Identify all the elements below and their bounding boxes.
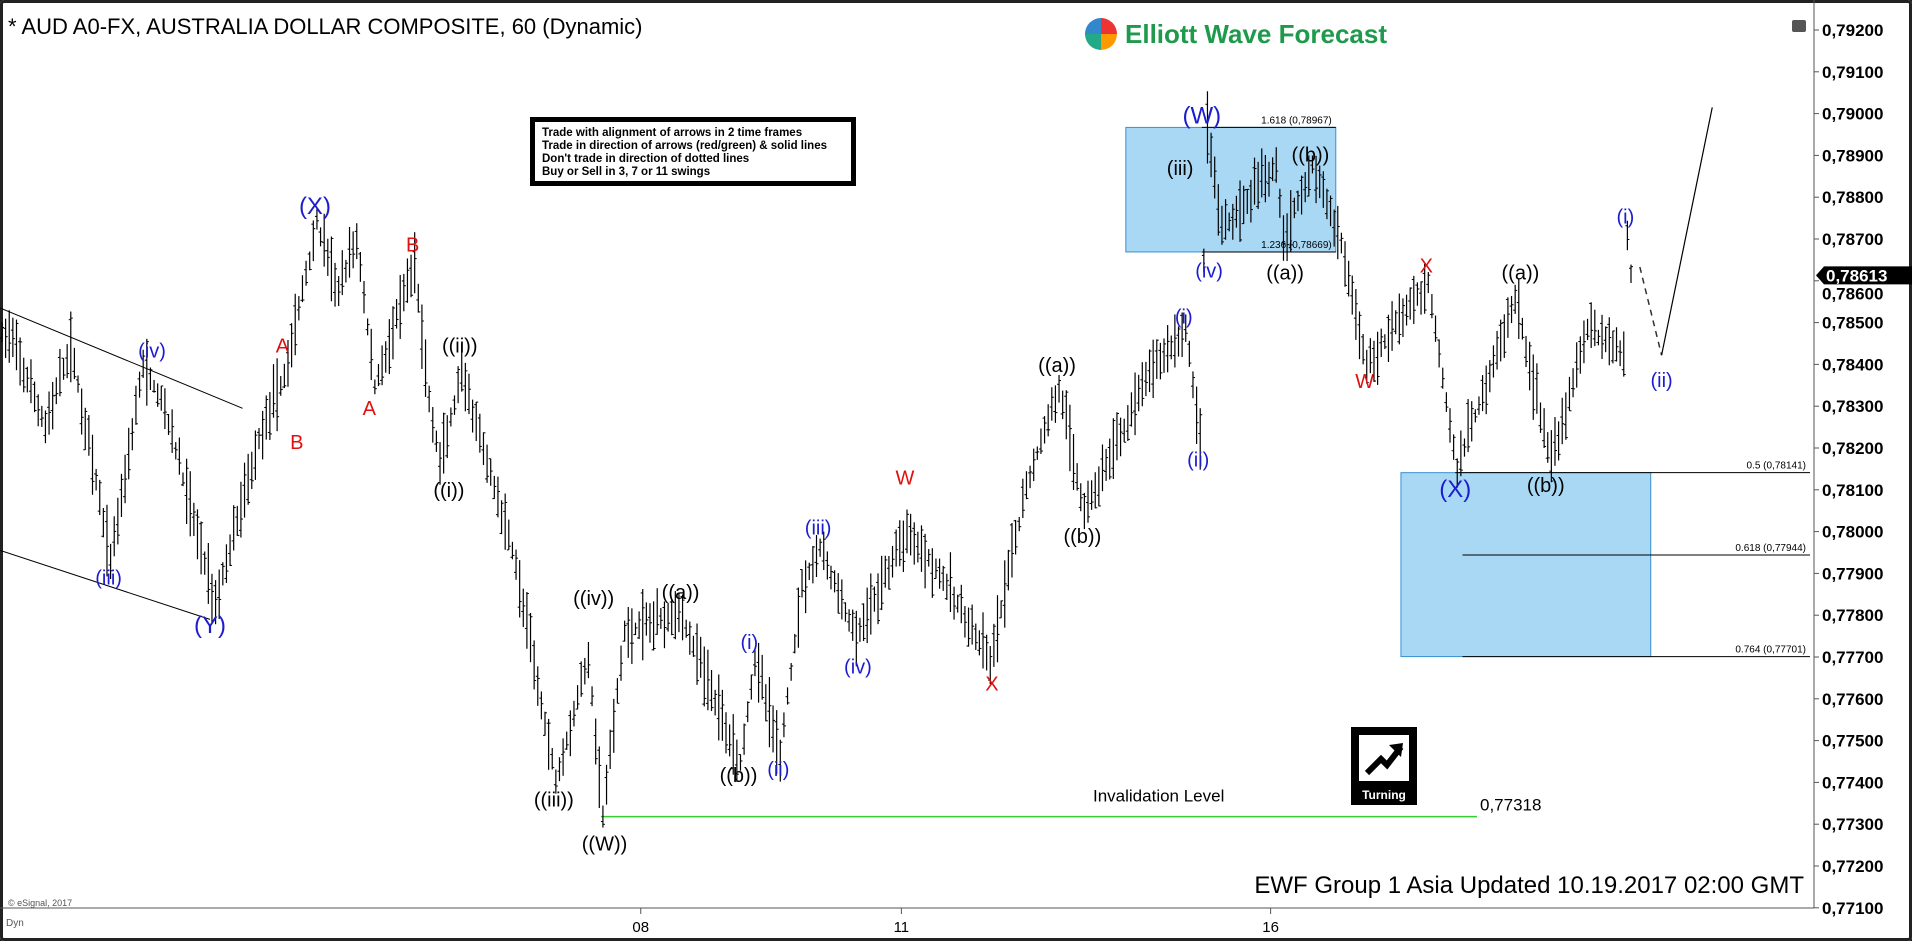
wave-label: ((a)) (1502, 262, 1540, 284)
turning-icon: Turning (1351, 727, 1417, 805)
wave-label: (i) (1616, 206, 1634, 228)
time-tick-label: 16 (1262, 919, 1279, 936)
turning-label: Turning (1362, 788, 1406, 802)
turning-arrow-icon (1359, 735, 1409, 781)
wave-label: ((b)) (1292, 145, 1330, 167)
price-tick-label: 0,77600 (1822, 690, 1883, 709)
wave-label: B (290, 432, 303, 454)
wave-label: W (1355, 371, 1374, 393)
fib-label: 1.236 (0,78669) (1261, 240, 1332, 251)
fib-label: 1.618 (0,78967) (1261, 115, 1332, 126)
price-tick-label: 0,77900 (1822, 564, 1883, 583)
price-tick-label: 0,78800 (1822, 188, 1883, 207)
price-tick-label: 0,78600 (1822, 284, 1883, 303)
wave-label: (X) (299, 193, 331, 220)
time-tick-label: 08 (632, 919, 649, 936)
wave-label: (ii) (1650, 370, 1672, 392)
trading-rules-box: Trade with alignment of arrows in 2 time… (530, 117, 856, 186)
price-tick-label: 0,78900 (1822, 146, 1883, 165)
wedge-trendline (0, 307, 243, 409)
wave-label: ((b)) (1527, 475, 1565, 497)
fib-label: 0.5 (0,78141) (1747, 461, 1807, 472)
price-tick-label: 0,78300 (1822, 397, 1883, 416)
price-tick-label: 0,78700 (1822, 230, 1883, 249)
projection-dashed-line (1639, 266, 1663, 356)
wave-label: ((iv)) (573, 588, 614, 610)
fib-label: 0.618 (0,77944) (1735, 543, 1806, 554)
invalidation-value: 0,77318 (1480, 796, 1541, 815)
wedge-trendline (0, 549, 211, 620)
time-tick-label: 11 (894, 919, 910, 936)
chart-title: * AUD A0-FX, AUSTRALIA DOLLAR COMPOSITE,… (8, 14, 643, 39)
price-tick-label: 0,77800 (1822, 606, 1883, 625)
wave-label: (ii) (767, 759, 789, 781)
restore-window-icon[interactable] (1792, 20, 1806, 32)
rule-line: Don't trade in direction of dotted lines (542, 153, 750, 165)
logo: Elliott Wave Forecast (1085, 18, 1387, 50)
wave-label: ((iii)) (534, 790, 574, 812)
price-tick-label: 0,79200 (1822, 21, 1883, 40)
wave-label: A (276, 336, 290, 358)
wave-label: (iii) (1167, 158, 1194, 180)
wave-label: ((b)) (1063, 526, 1101, 548)
wave-label: ((W)) (582, 833, 628, 855)
last-price-marker (1816, 266, 1912, 285)
wave-label: ((b)) (720, 765, 758, 787)
last-price-label: 0,78613 (1826, 266, 1887, 285)
price-tick-label: 0,79000 (1822, 105, 1883, 124)
wave-label: W (896, 468, 915, 490)
price-tick-label: 0,77500 (1822, 732, 1883, 751)
price-tick-label: 0,78400 (1822, 355, 1883, 374)
price-tick-label: 0,78000 (1822, 523, 1883, 542)
wave-label: (iii) (805, 517, 832, 539)
rule-line: Trade in direction of arrows (red/green)… (542, 140, 828, 152)
price-tick-label: 0,77700 (1822, 648, 1883, 667)
wave-label: ((a)) (1038, 355, 1076, 377)
wave-label: B (406, 234, 419, 256)
price-tick-label: 0,77200 (1822, 857, 1883, 876)
price-tick-label: 0,77400 (1822, 773, 1883, 792)
wave-label: A (363, 398, 377, 420)
wave-label: (iv) (844, 657, 872, 679)
logo-text: Elliott Wave Forecast (1125, 18, 1387, 49)
wave-label: (W) (1183, 103, 1222, 130)
wave-label: (Y) (194, 612, 226, 639)
fib-label: 0.764 (0,77701) (1735, 645, 1806, 656)
wave-label: X (985, 673, 998, 695)
wave-label: ((a)) (1266, 262, 1304, 284)
invalidation-label: Invalidation Level (1093, 787, 1224, 806)
wave-label: (ii) (1187, 449, 1209, 471)
wave-label: (i) (1175, 306, 1193, 328)
price-tick-label: 0,78500 (1822, 314, 1883, 333)
wave-label: ((a)) (662, 582, 700, 604)
price-tick-label: 0,78100 (1822, 481, 1883, 500)
rule-line: Buy or Sell in 3, 7 or 11 swings (542, 166, 711, 178)
rule-line: Trade with alignment of arrows in 2 time… (542, 127, 803, 139)
copyright: © eSignal, 2017 (8, 898, 73, 908)
price-tick-label: 0,77100 (1822, 899, 1883, 918)
target-box (1400, 472, 1652, 658)
price-tick-label: 0,78200 (1822, 439, 1883, 458)
logo-icon (1085, 18, 1117, 50)
wave-label: ((ii)) (442, 336, 478, 358)
wave-label: (iv) (138, 341, 166, 363)
price-tick-label: 0,79100 (1822, 63, 1883, 82)
update-footer: EWF Group 1 Asia Updated 10.19.2017 02:0… (1254, 872, 1804, 899)
wave-label: (X) (1439, 476, 1471, 503)
price-tick-label: 0,77300 (1822, 815, 1883, 834)
wave-label: (iii) (95, 568, 122, 590)
target-box (1125, 126, 1337, 253)
wave-label: (i) (740, 632, 758, 654)
mode-indicator: Dyn (6, 918, 24, 929)
projection-solid-line (1660, 107, 1713, 356)
wave-label: (iv) (1195, 260, 1223, 282)
wave-label: X (1420, 255, 1433, 277)
wave-label: ((i)) (433, 480, 464, 502)
